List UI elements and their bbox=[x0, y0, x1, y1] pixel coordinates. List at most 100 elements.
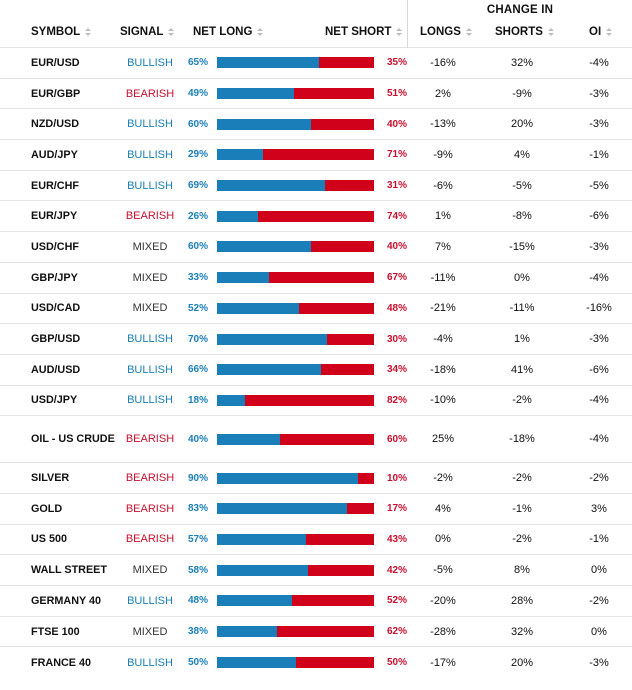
symbol-cell[interactable]: GERMANY 40 bbox=[31, 594, 102, 607]
longs-change-value: -18% bbox=[430, 363, 456, 376]
net-long-value: 49% bbox=[187, 88, 208, 100]
sentiment-bar-cell bbox=[217, 79, 374, 109]
signal-cell: BEARISH bbox=[125, 210, 175, 223]
symbol-cell[interactable]: SILVER bbox=[31, 472, 70, 485]
table-row[interactable]: OIL - US CRUDE BEARISH 40% 60% 25% -18% -4% bbox=[0, 416, 632, 464]
net-short-value: 40% bbox=[386, 118, 407, 130]
table-row[interactable]: GBP/JPY MIXED 33% 67% -11% 0% -4% bbox=[0, 263, 632, 294]
net-long-fill bbox=[217, 149, 263, 161]
shorts-change-value: -8% bbox=[512, 210, 532, 223]
signal-cell: MIXED bbox=[132, 625, 168, 638]
net-short-value: 17% bbox=[386, 503, 407, 515]
symbol-cell[interactable]: FTSE 100 bbox=[31, 625, 80, 638]
signal-cell: MIXED bbox=[132, 302, 168, 315]
table-row[interactable]: FTSE 100 MIXED 38% 62% -28% 32% 0% bbox=[0, 617, 632, 648]
net-long-fill bbox=[217, 210, 258, 222]
symbol-cell[interactable]: EUR/JPY bbox=[31, 210, 78, 223]
net-long-fill bbox=[217, 472, 359, 484]
oi-column-header[interactable]: OI bbox=[589, 19, 613, 48]
sort-icon bbox=[168, 28, 175, 36]
net-long-value: 90% bbox=[187, 472, 208, 484]
sentiment-bar bbox=[217, 595, 374, 607]
oi-change-value: 0% bbox=[591, 625, 607, 638]
sentiment-bar-cell bbox=[217, 201, 374, 231]
sentiment-bar-cell bbox=[217, 109, 374, 139]
table-row[interactable]: AUD/USD BULLISH 66% 34% -18% 41% -6% bbox=[0, 355, 632, 386]
shorts-change-value: -1% bbox=[512, 502, 532, 515]
table-row[interactable]: NZD/USD BULLISH 60% 40% -13% 20% -3% bbox=[0, 109, 632, 141]
net-long-fill bbox=[217, 533, 307, 545]
net-short-value: 82% bbox=[386, 394, 407, 406]
table-row[interactable]: USD/CAD MIXED 52% 48% -21% -11% -16% bbox=[0, 294, 632, 325]
net-short-column-header[interactable]: NET SHORT bbox=[325, 19, 403, 48]
symbol-cell[interactable]: EUR/GBP bbox=[31, 87, 81, 100]
longs-change-value: -11% bbox=[430, 271, 456, 284]
signal-cell: BULLISH bbox=[127, 56, 173, 69]
oi-change-value: -4% bbox=[589, 271, 609, 284]
symbol-cell[interactable]: USD/JPY bbox=[31, 394, 78, 407]
table-row[interactable]: GOLD BEARISH 83% 17% 4% -1% 3% bbox=[0, 494, 632, 525]
symbol-column-header[interactable]: SYMBOL bbox=[31, 19, 92, 48]
net-long-column-header[interactable]: NET LONG bbox=[193, 19, 264, 48]
net-short-value: 30% bbox=[386, 333, 407, 345]
table-row[interactable]: FRANCE 40 BULLISH 50% 50% -17% 20% -3% bbox=[0, 647, 632, 678]
sort-icon bbox=[396, 28, 403, 36]
signal-column-header[interactable]: SIGNAL bbox=[120, 19, 175, 48]
net-long-fill bbox=[217, 241, 312, 253]
sentiment-bar-cell bbox=[217, 48, 374, 78]
table-row[interactable]: AUD/JPY BULLISH 29% 71% -9% 4% -1% bbox=[0, 140, 632, 171]
signal-cell: BULLISH bbox=[127, 179, 173, 192]
signal-cell: MIXED bbox=[132, 564, 168, 577]
shorts-change-value: 0% bbox=[514, 271, 530, 284]
symbol-cell[interactable]: AUD/USD bbox=[31, 363, 81, 376]
symbol-cell[interactable]: USD/CHF bbox=[31, 240, 79, 253]
symbol-cell[interactable]: GBP/USD bbox=[31, 333, 81, 346]
oi-change-value: -4% bbox=[589, 394, 609, 407]
sentiment-bar-cell bbox=[217, 494, 374, 524]
table-row[interactable]: USD/CHF MIXED 60% 40% 7% -15% -3% bbox=[0, 232, 632, 263]
oi-change-value: -3% bbox=[589, 333, 609, 346]
symbol-cell[interactable]: EUR/USD bbox=[31, 56, 80, 69]
sentiment-bar bbox=[217, 302, 374, 314]
sentiment-bar bbox=[217, 364, 374, 376]
symbol-cell[interactable]: NZD/USD bbox=[31, 118, 79, 131]
table-row[interactable]: WALL STREET MIXED 58% 42% -5% 8% 0% bbox=[0, 555, 632, 586]
net-short-value: 48% bbox=[386, 302, 407, 314]
symbol-cell[interactable]: WALL STREET bbox=[31, 564, 107, 577]
symbol-cell[interactable]: USD/CAD bbox=[31, 302, 81, 315]
symbol-cell[interactable]: AUD/JPY bbox=[31, 148, 78, 161]
net-long-value: 48% bbox=[187, 595, 208, 607]
table-row[interactable]: US 500 BEARISH 57% 43% 0% -2% -1% bbox=[0, 525, 632, 556]
longs-column-header[interactable]: LONGS bbox=[420, 19, 472, 48]
oi-change-value: -3% bbox=[589, 656, 609, 669]
symbol-cell[interactable]: GBP/JPY bbox=[31, 271, 78, 284]
signal-cell: BEARISH bbox=[125, 472, 175, 485]
table-row[interactable]: EUR/USD BULLISH 65% 35% -16% 32% -4% bbox=[0, 48, 632, 79]
sentiment-bar bbox=[217, 333, 374, 345]
shorts-change-value: 20% bbox=[510, 118, 534, 131]
oi-header-label: OI bbox=[589, 26, 602, 38]
net-long-fill bbox=[217, 272, 269, 284]
sentiment-bar-cell bbox=[217, 355, 374, 385]
net-long-fill bbox=[217, 118, 312, 130]
signal-cell: BEARISH bbox=[125, 533, 175, 546]
table-row[interactable]: GERMANY 40 BULLISH 48% 52% -20% 28% -2% bbox=[0, 586, 632, 617]
symbol-cell[interactable]: FRANCE 40 bbox=[31, 656, 91, 669]
table-row[interactable]: USD/JPY BULLISH 18% 82% -10% -2% -4% bbox=[0, 386, 632, 417]
net-short-value: 50% bbox=[386, 657, 407, 669]
table-row[interactable]: EUR/JPY BEARISH 26% 74% 1% -8% -6% bbox=[0, 201, 632, 233]
symbol-cell[interactable]: GOLD bbox=[31, 502, 63, 515]
table-row[interactable]: EUR/CHF BULLISH 69% 31% -6% -5% -5% bbox=[0, 171, 632, 202]
shorts-change-value: 4% bbox=[514, 148, 530, 161]
symbol-cell[interactable]: EUR/CHF bbox=[31, 179, 79, 192]
shorts-column-header[interactable]: SHORTS bbox=[495, 19, 554, 48]
net-short-value: 62% bbox=[386, 626, 407, 638]
longs-change-value: -13% bbox=[430, 118, 456, 131]
table-row[interactable]: SILVER BEARISH 90% 10% -2% -2% -2% bbox=[0, 463, 632, 494]
table-row[interactable]: GBP/USD BULLISH 70% 30% -4% 1% -3% bbox=[0, 324, 632, 355]
table-row[interactable]: EUR/GBP BEARISH 49% 51% 2% -9% -3% bbox=[0, 79, 632, 110]
net-long-value: 52% bbox=[187, 302, 208, 314]
symbol-cell[interactable]: OIL - US CRUDE bbox=[31, 433, 115, 446]
symbol-cell[interactable]: US 500 bbox=[31, 533, 68, 546]
net-long-fill bbox=[217, 433, 280, 445]
